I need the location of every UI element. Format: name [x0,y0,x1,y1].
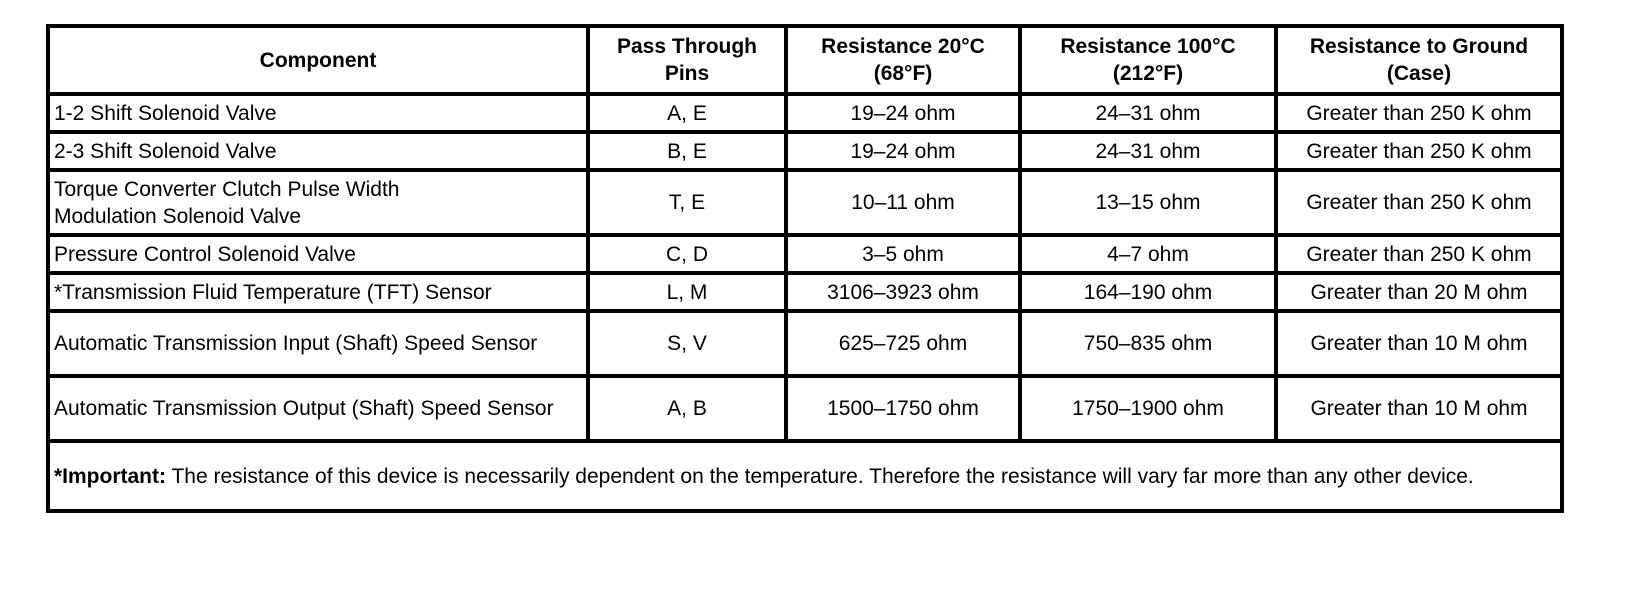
header-pins: Pass Through Pins [586,24,788,96]
cell-resistance-100c: 24–31 ohm [1018,130,1278,172]
cell-resistance-20c: 3–5 ohm [784,233,1022,275]
cell-component: Torque Converter Clutch Pulse Width Modu… [46,168,590,237]
cell-component: 1-2 Shift Solenoid Valve [46,92,590,134]
cell-resistance-100c: 13–15 ohm [1018,168,1278,237]
resistance-spec-table: Component Pass Through Pins Resistance 20… [46,24,1564,513]
cell-resistance-20c: 10–11 ohm [784,168,1022,237]
table-row: *Transmission Fluid Temperature (TFT) Se… [46,271,1564,313]
cell-resistance-20c: 19–24 ohm [784,130,1022,172]
cell-pins: A, B [586,374,788,443]
cell-resistance-100c: 4–7 ohm [1018,233,1278,275]
cell-resistance-ground: Greater than 250 K ohm [1274,130,1564,172]
cell-resistance-ground: Greater than 250 K ohm [1274,233,1564,275]
cell-component: Pressure Control Solenoid Valve [46,233,590,275]
header-component: Component [46,24,590,96]
cell-component: *Transmission Fluid Temperature (TFT) Se… [46,271,590,313]
cell-resistance-20c: 625–725 ohm [784,309,1022,378]
cell-resistance-20c: 3106–3923 ohm [784,271,1022,313]
important-note: *Important: The resistance of this devic… [46,439,1564,513]
header-text: (212°F) [1112,62,1184,85]
cell-pins: C, D [586,233,788,275]
cell-component: 2-3 Shift Solenoid Valve [46,130,590,172]
cell-resistance-100c: 164–190 ohm [1018,271,1278,313]
note-label: *Important: [54,464,166,488]
header-r20: Resistance 20°C (68°F) [784,24,1022,96]
cell-pins: T, E [586,168,788,237]
header-text: Pins [664,62,710,85]
cell-pins: S, V [586,309,788,378]
cell-resistance-100c: 750–835 ohm [1018,309,1278,378]
table-row: 2-3 Shift Solenoid Valve B, E 19–24 ohm 24–… [46,130,1564,172]
cell-resistance-ground: Greater than 20 M ohm [1274,271,1564,313]
cell-resistance-20c: 19–24 ohm [784,92,1022,134]
header-text: Resistance 20°C [821,35,985,58]
header-text: Component [259,48,377,72]
table-row: 1-2 Shift Solenoid Valve A, E 19–24 ohm 24–… [46,92,1564,134]
header-text: Resistance to Ground [1309,35,1529,58]
note-text: The resistance of this device is necessa… [166,464,1474,488]
cell-resistance-100c: 1750–1900 ohm [1018,374,1278,443]
cell-resistance-100c: 24–31 ohm [1018,92,1278,134]
cell-resistance-ground: Greater than 250 K ohm [1274,92,1564,134]
header-text: Pass Through [616,35,758,58]
table-row: Automatic Transmission Output (Shaft) Sp… [46,374,1564,443]
cell-component: Automatic Transmission Input (Shaft) Spe… [46,309,590,378]
cell-pins: B, E [586,130,788,172]
note-row: *Important: The resistance of this devic… [46,439,1564,513]
cell-pins: L, M [586,271,788,313]
cell-resistance-ground: Greater than 250 K ohm [1274,168,1564,237]
header-r100: Resistance 100°C (212°F) [1018,24,1278,96]
header-ground: Resistance to Ground (Case) [1274,24,1564,96]
header-text: Resistance 100°C [1060,35,1236,58]
cell-component: Automatic Transmission Output (Shaft) Sp… [46,374,590,443]
cell-resistance-ground: Greater than 10 M ohm [1274,374,1564,443]
cell-pins: A, E [586,92,788,134]
header-text: (68°F) [873,62,933,85]
header-row: Component Pass Through Pins Resistance 20… [46,24,1564,96]
cell-resistance-ground: Greater than 10 M ohm [1274,309,1564,378]
table-row: Torque Converter Clutch Pulse Width Modu… [46,168,1564,237]
table-row: Pressure Control Solenoid Valve C, D 3–5 o… [46,233,1564,275]
table-row: Automatic Transmission Input (Shaft) Spe… [46,309,1564,378]
header-text: (Case) [1386,62,1452,85]
cell-resistance-20c: 1500–1750 ohm [784,374,1022,443]
